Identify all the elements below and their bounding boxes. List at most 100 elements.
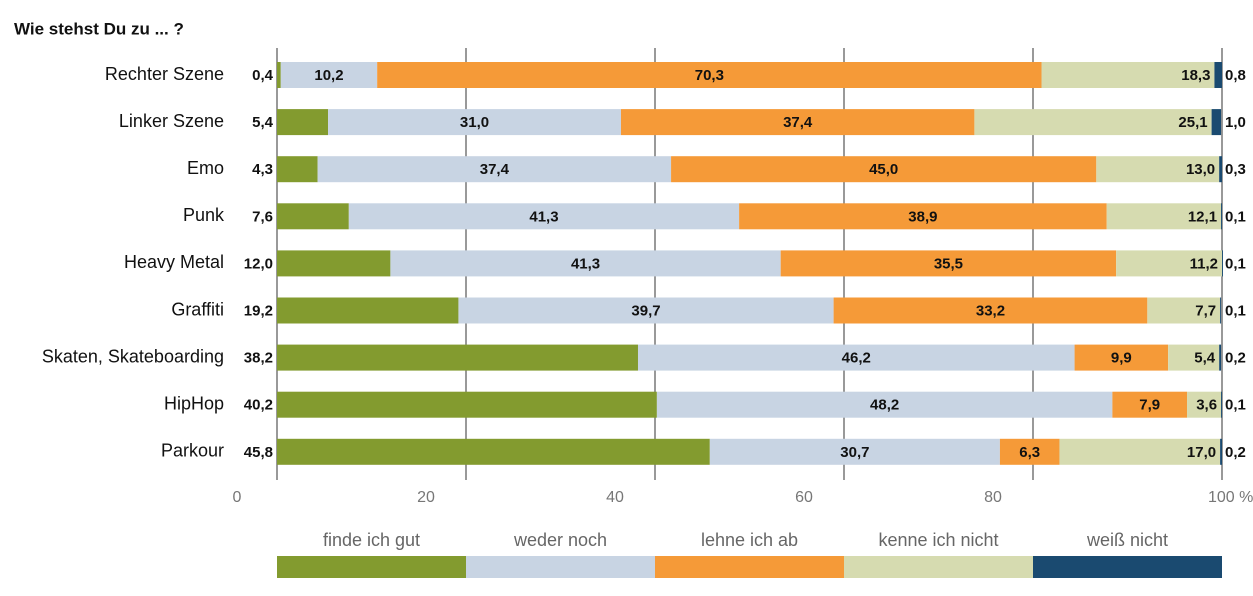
bar-segment	[656, 391, 1113, 418]
bar-segment	[277, 156, 318, 183]
bar-segment	[999, 438, 1060, 465]
value-label: 5,4	[1194, 350, 1216, 367]
bar-segment	[1147, 297, 1221, 324]
value-label: 7,9	[1139, 397, 1160, 414]
value-label: 70,3	[695, 67, 724, 84]
bar-segment	[277, 250, 391, 277]
value-label: 17,0	[1187, 444, 1216, 461]
legend-label: kenne ich nicht	[878, 530, 998, 550]
bar-segment	[974, 109, 1212, 136]
category-label: Heavy Metal	[124, 252, 224, 272]
bar-segment	[1220, 297, 1222, 324]
legend-swatch	[277, 556, 466, 578]
bar-segment	[1041, 62, 1215, 88]
value-label: 45,0	[869, 161, 898, 178]
legend-swatch	[844, 556, 1033, 578]
value-label: 12,1	[1188, 208, 1217, 225]
value-label: 0,2	[1225, 350, 1246, 367]
value-label: 11,2	[1190, 255, 1218, 272]
bar-segment	[277, 344, 638, 371]
bar-segment	[1106, 203, 1222, 230]
value-label: 33,2	[976, 302, 1005, 319]
bar-segment	[1112, 391, 1188, 418]
value-label: 5,4	[252, 114, 274, 131]
bar-segment	[833, 297, 1148, 324]
bar-segment	[1221, 203, 1222, 230]
bar-segment	[1211, 109, 1222, 136]
category-label: Punk	[183, 205, 225, 225]
value-label: 37,4	[783, 114, 813, 131]
bar-segment	[1187, 391, 1222, 418]
bar-segment	[277, 62, 281, 88]
legend-swatch	[655, 556, 844, 578]
bar-segment	[1219, 156, 1222, 183]
bar-segment	[1219, 344, 1222, 371]
value-label: 31,0	[460, 114, 489, 131]
value-label: 35,5	[934, 255, 963, 272]
value-label: 48,2	[870, 397, 899, 414]
legend-swatch	[466, 556, 655, 578]
bar-segment	[709, 438, 1000, 465]
value-label: 3,6	[1196, 397, 1217, 414]
bar-segment	[780, 250, 1117, 277]
value-label: 9,9	[1111, 350, 1132, 367]
value-label: 0,1	[1225, 255, 1246, 272]
value-label: 30,7	[840, 444, 869, 461]
value-label: 4,3	[252, 161, 273, 178]
value-label: 25,1	[1178, 114, 1207, 131]
bar-segment	[277, 203, 349, 230]
category-label: Linker Szene	[119, 111, 224, 131]
value-label: 0,8	[1225, 67, 1246, 84]
bar-segment	[1096, 156, 1220, 183]
value-label: 45,8	[244, 444, 273, 461]
bar-segment	[1168, 344, 1220, 371]
bar-segment	[1222, 250, 1223, 277]
bar-segment	[277, 109, 329, 136]
value-label: 37,4	[480, 161, 510, 178]
bar-segment	[1214, 62, 1222, 88]
bar-segment	[277, 391, 657, 418]
legend-label: weder noch	[513, 530, 607, 550]
bar-segment	[1221, 391, 1222, 418]
bar-segment	[1059, 438, 1221, 465]
category-label: Rechter Szene	[105, 64, 224, 84]
category-label: Skaten, Skateboarding	[42, 346, 224, 366]
value-label: 1,0	[1225, 114, 1246, 131]
bar-segment	[739, 203, 1107, 230]
value-label: 18,3	[1181, 67, 1210, 84]
value-label: 12,0	[244, 255, 273, 272]
value-label: 7,7	[1195, 302, 1216, 319]
bar-segment	[458, 297, 834, 324]
bar-segment	[637, 344, 1075, 371]
bar-segment	[277, 438, 710, 465]
value-label: 38,9	[908, 208, 937, 225]
value-label: 10,2	[314, 67, 343, 84]
category-label: Emo	[187, 158, 224, 178]
bar-segment	[348, 203, 740, 230]
bar-segment	[620, 109, 975, 136]
chart-title: Wie stehst Du zu ... ?	[14, 19, 184, 38]
value-label: 38,2	[244, 350, 273, 367]
legend-label: lehne ich ab	[701, 530, 798, 550]
legend-label: weiß nicht	[1086, 530, 1168, 550]
value-label: 41,3	[571, 255, 600, 272]
value-label: 7,6	[252, 208, 273, 225]
value-label: 0,3	[1225, 161, 1246, 178]
x-tick-label: 100 %	[1208, 489, 1253, 506]
bar-segment	[1074, 344, 1169, 371]
bar-segment	[1220, 438, 1222, 465]
value-label: 40,2	[244, 397, 273, 414]
x-tick-label: 60	[795, 489, 813, 506]
value-label: 0,2	[1225, 444, 1246, 461]
category-label: Parkour	[161, 441, 224, 461]
x-tick-label: 80	[984, 489, 1002, 506]
value-label: 46,2	[842, 350, 871, 367]
bar-segment	[671, 156, 1097, 183]
bar-segment	[277, 297, 459, 324]
value-label: 0,4	[252, 67, 274, 84]
bar-segment	[280, 62, 378, 88]
category-label: Graffiti	[171, 299, 224, 319]
bar-segment	[317, 156, 672, 183]
category-label: HipHop	[164, 393, 224, 413]
